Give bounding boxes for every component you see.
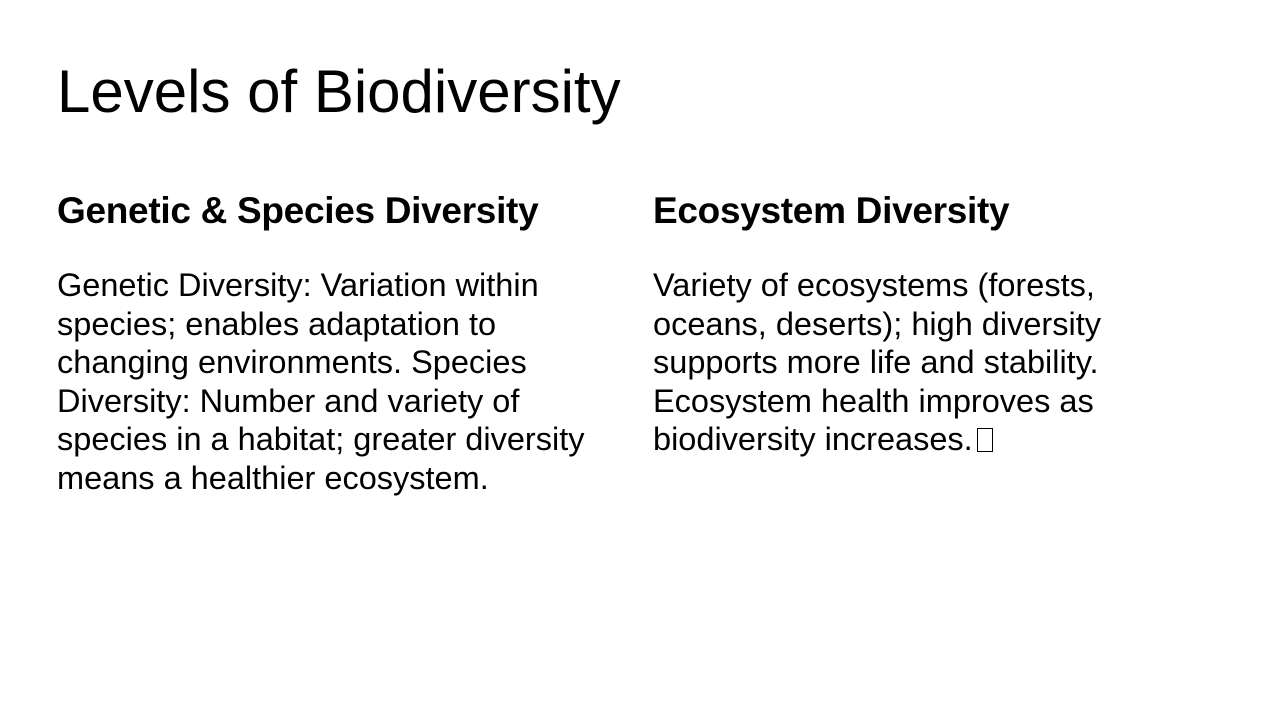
- missing-glyph-icon: [976, 428, 993, 452]
- right-column: Ecosystem Diversity Variety of ecosystem…: [653, 188, 1193, 459]
- slide-title: Levels of Biodiversity: [57, 58, 621, 125]
- right-body-paragraph: Variety of ecosystems (forests, oceans, …: [653, 266, 1193, 459]
- right-heading: Ecosystem Diversity: [653, 190, 1010, 231]
- left-heading: Genetic & Species Diversity: [57, 190, 539, 231]
- left-column: Genetic & Species Diversity Genetic Dive…: [57, 188, 597, 497]
- left-body: Genetic Diversity: Variation within spec…: [57, 267, 585, 496]
- right-body: Variety of ecosystems (forests, oceans, …: [653, 267, 1101, 457]
